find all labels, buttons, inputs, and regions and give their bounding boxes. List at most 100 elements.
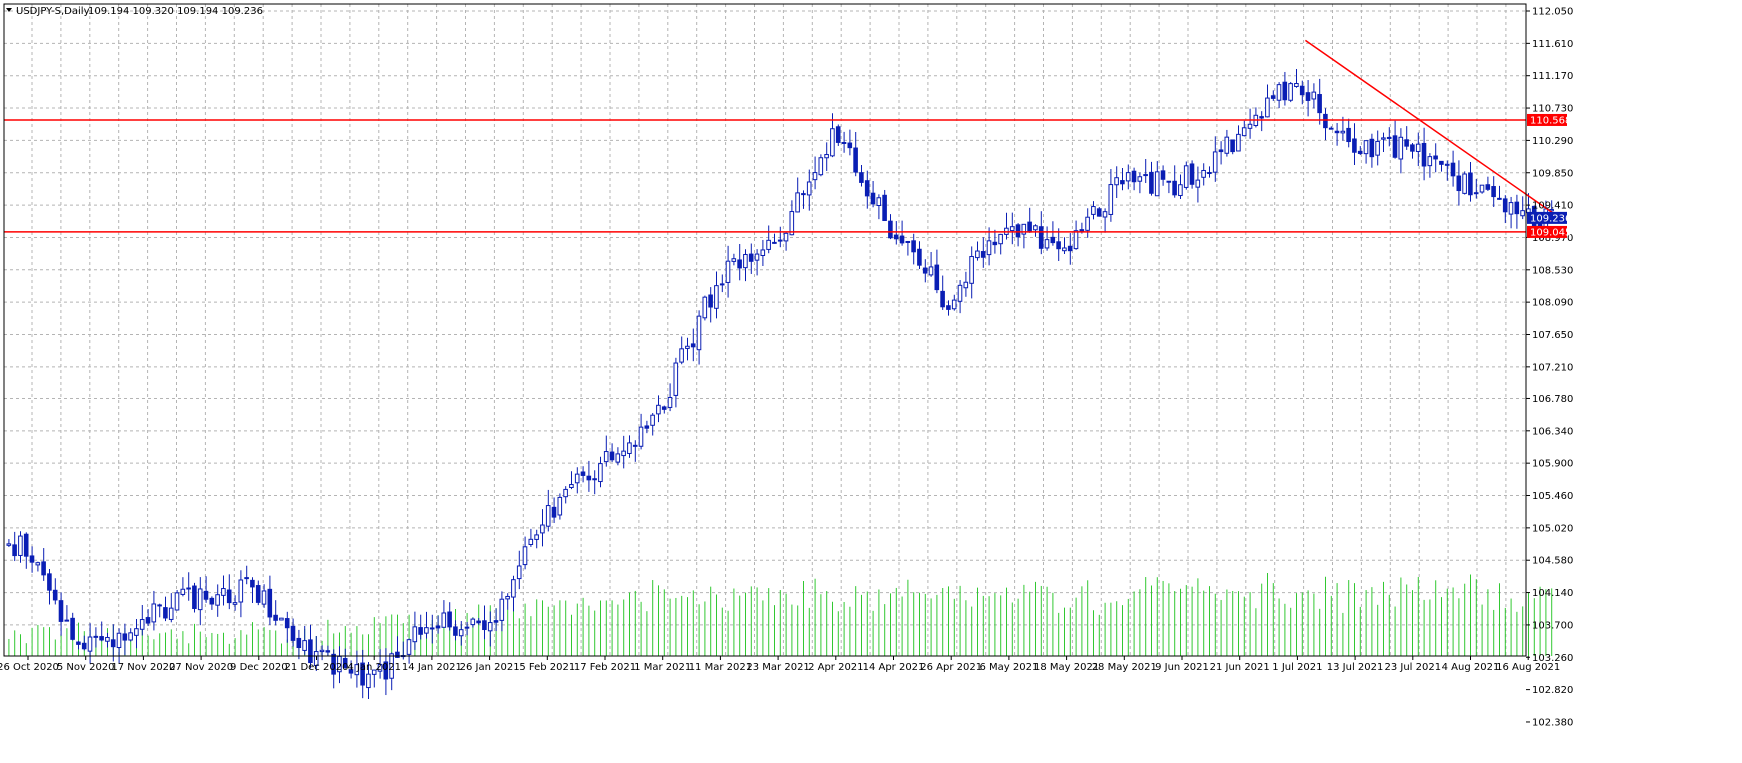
candle-bullish bbox=[1276, 84, 1282, 101]
candle-bearish bbox=[255, 585, 261, 603]
candle-bullish bbox=[1201, 169, 1206, 178]
trend-line-group[interactable] bbox=[1304, 39, 1553, 214]
candle-bearish bbox=[1404, 139, 1409, 147]
candle-bearish bbox=[296, 637, 302, 649]
candle-bullish bbox=[963, 281, 969, 289]
candle-bullish bbox=[261, 590, 267, 605]
candle-bearish bbox=[1038, 226, 1044, 249]
candle-bearish bbox=[1491, 186, 1496, 198]
candle-bearish bbox=[1299, 85, 1305, 96]
time-tick-label: 13 Jul 2021 bbox=[1327, 662, 1384, 673]
candle-bearish bbox=[708, 294, 713, 308]
candle-bullish bbox=[1137, 176, 1143, 182]
candle-bullish bbox=[371, 669, 377, 675]
candle-bullish bbox=[1473, 192, 1479, 195]
candle-bearish bbox=[1305, 92, 1311, 101]
candle-bearish bbox=[940, 290, 945, 308]
candle-bullish bbox=[116, 632, 122, 649]
candle-bearish bbox=[145, 617, 151, 624]
candle-bullish bbox=[174, 592, 180, 611]
candle-bullish bbox=[128, 632, 133, 641]
candle-bullish bbox=[1085, 216, 1090, 231]
candle-bearish bbox=[632, 444, 638, 447]
chart-header: USDJPY-S,Daily 109.194 109.320 109.194 1… bbox=[6, 6, 263, 17]
candle-bullish bbox=[215, 594, 220, 606]
candle-bullish bbox=[1224, 136, 1230, 154]
candle-bearish bbox=[290, 625, 296, 641]
candle-bearish bbox=[122, 633, 128, 641]
price-tick-label: 110.290 bbox=[1532, 136, 1573, 147]
trend-line[interactable] bbox=[1304, 39, 1553, 214]
candle-bullish bbox=[806, 181, 812, 196]
candle-bearish bbox=[203, 590, 209, 600]
candle-bullish bbox=[928, 266, 934, 276]
candle-bullish bbox=[1444, 163, 1450, 166]
candle-bullish bbox=[830, 128, 835, 157]
time-tick-label: 5 Nov 2020 bbox=[57, 662, 115, 673]
candle-bearish bbox=[209, 597, 215, 605]
candle-bearish bbox=[1015, 224, 1021, 238]
candle-bullish bbox=[105, 636, 110, 642]
candle-bearish bbox=[348, 669, 354, 674]
candle-bearish bbox=[284, 618, 290, 629]
candle-bullish bbox=[1195, 179, 1201, 188]
time-tick-label: 26 Jan 2021 bbox=[460, 662, 520, 673]
candle-bullish bbox=[406, 639, 412, 655]
dropdown-triangle-icon[interactable] bbox=[6, 8, 12, 12]
current-price-tag bbox=[1527, 211, 1567, 224]
candle-bullish bbox=[1114, 177, 1119, 186]
price-tick-label: 107.650 bbox=[1532, 330, 1573, 341]
candles bbox=[6, 69, 1554, 699]
price-tick-label: 102.820 bbox=[1532, 685, 1573, 696]
candle-bearish bbox=[273, 614, 278, 621]
candle-bullish bbox=[1241, 127, 1247, 137]
candle-bearish bbox=[192, 585, 197, 609]
candle-bearish bbox=[586, 475, 592, 481]
candle-bearish bbox=[64, 619, 70, 622]
candle-bullish bbox=[1073, 230, 1079, 250]
horizontal-levels[interactable] bbox=[4, 119, 1526, 233]
candle-bullish bbox=[957, 284, 963, 302]
candle-bearish bbox=[737, 259, 742, 269]
candle-bearish bbox=[1456, 175, 1462, 192]
candle-bearish bbox=[1439, 160, 1444, 165]
resistance-price-tag-label: 110.568 bbox=[1530, 115, 1571, 126]
candle-bullish bbox=[1178, 184, 1183, 197]
time-tick-label: 17 Nov 2020 bbox=[111, 662, 175, 673]
candle-bullish bbox=[714, 285, 719, 309]
candle-bullish bbox=[470, 618, 476, 626]
candle-bearish bbox=[1421, 142, 1427, 167]
candle-bullish bbox=[795, 192, 800, 213]
candle-bullish bbox=[951, 299, 957, 310]
candle-bullish bbox=[876, 197, 882, 207]
candle-bearish bbox=[690, 343, 696, 348]
candle-bearish bbox=[482, 620, 487, 631]
candle-bearish bbox=[453, 626, 458, 636]
candle-bullish bbox=[1398, 136, 1404, 160]
candle-bullish bbox=[783, 232, 789, 242]
candle-bullish bbox=[319, 649, 325, 653]
candle-bullish bbox=[1508, 202, 1514, 215]
candle-bullish bbox=[1212, 151, 1218, 173]
candle-bullish bbox=[464, 626, 470, 629]
candle-bearish bbox=[52, 589, 58, 601]
candle-bearish bbox=[905, 240, 911, 243]
candle-bearish bbox=[1369, 138, 1375, 158]
candle-bullish bbox=[139, 619, 145, 630]
candle-bearish bbox=[93, 635, 99, 638]
price-tick-label: 109.410 bbox=[1532, 201, 1573, 212]
candle-bullish bbox=[151, 603, 157, 623]
candle-bullish bbox=[731, 258, 737, 262]
candle-bullish bbox=[1462, 173, 1467, 194]
support-price-tag bbox=[1527, 225, 1567, 238]
candle-bullish bbox=[1091, 206, 1096, 215]
candle-bearish bbox=[859, 172, 864, 183]
candle-bullish bbox=[812, 172, 818, 181]
candle-bullish bbox=[499, 598, 505, 621]
candle-bearish bbox=[1160, 170, 1166, 180]
time-tick-label: 9 Dec 2020 bbox=[230, 662, 288, 673]
